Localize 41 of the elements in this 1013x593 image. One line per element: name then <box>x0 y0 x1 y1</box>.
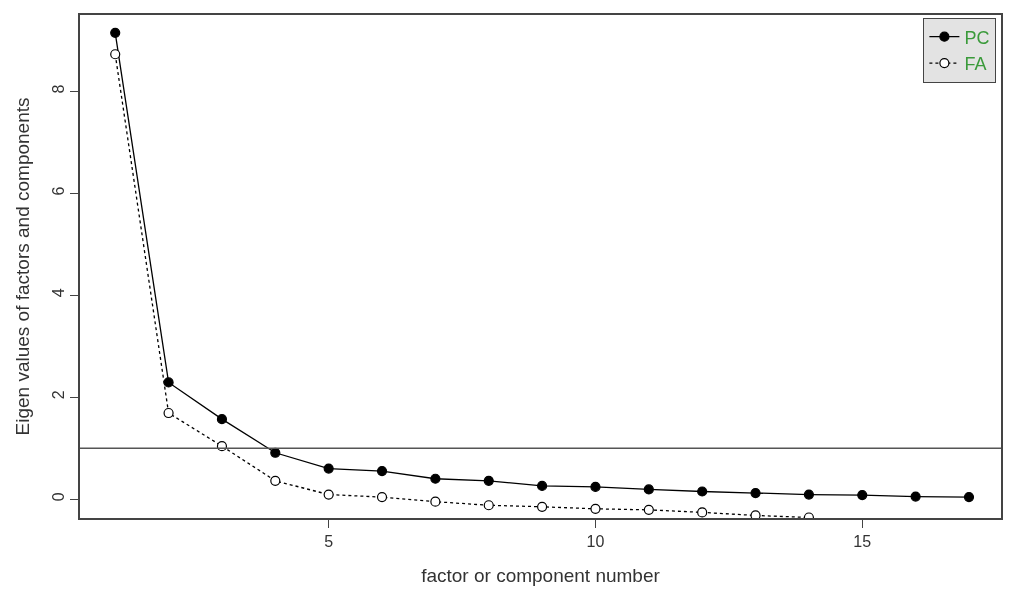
point <box>697 507 708 518</box>
point <box>270 447 281 458</box>
point <box>376 466 388 477</box>
x-tick-label: 15 <box>853 532 872 550</box>
y-axis-title: Eigen values of factors and components <box>12 97 34 436</box>
point <box>376 492 388 503</box>
point <box>590 503 601 514</box>
point <box>857 489 868 501</box>
point <box>750 487 761 499</box>
point <box>590 481 601 493</box>
point <box>270 475 281 486</box>
point <box>643 504 654 515</box>
x-axis-title: factor or component number <box>421 565 661 587</box>
y-tick-label: 8 <box>49 84 67 94</box>
y-tick-label: 0 <box>49 492 67 502</box>
x-tick-label: 5 <box>324 532 334 550</box>
point <box>750 510 761 518</box>
point <box>483 475 494 486</box>
point <box>110 27 121 38</box>
point <box>963 492 975 503</box>
point <box>697 486 708 497</box>
point <box>163 377 174 388</box>
x-tick-label: 10 <box>586 532 605 550</box>
point <box>216 414 228 425</box>
point <box>163 407 174 419</box>
point <box>910 491 921 502</box>
point <box>483 500 494 511</box>
point <box>323 463 334 474</box>
legend-label: PC <box>964 27 990 48</box>
point <box>110 49 121 60</box>
point <box>430 473 441 484</box>
point <box>537 480 548 491</box>
point <box>803 489 814 500</box>
point <box>537 501 548 512</box>
point <box>430 496 441 507</box>
point <box>643 484 654 495</box>
y-tick-label: 4 <box>49 288 67 298</box>
y-tick-label: 2 <box>49 390 67 400</box>
point <box>323 489 334 500</box>
y-tick-label: 6 <box>49 186 67 196</box>
legend-label: FA <box>964 54 987 75</box>
